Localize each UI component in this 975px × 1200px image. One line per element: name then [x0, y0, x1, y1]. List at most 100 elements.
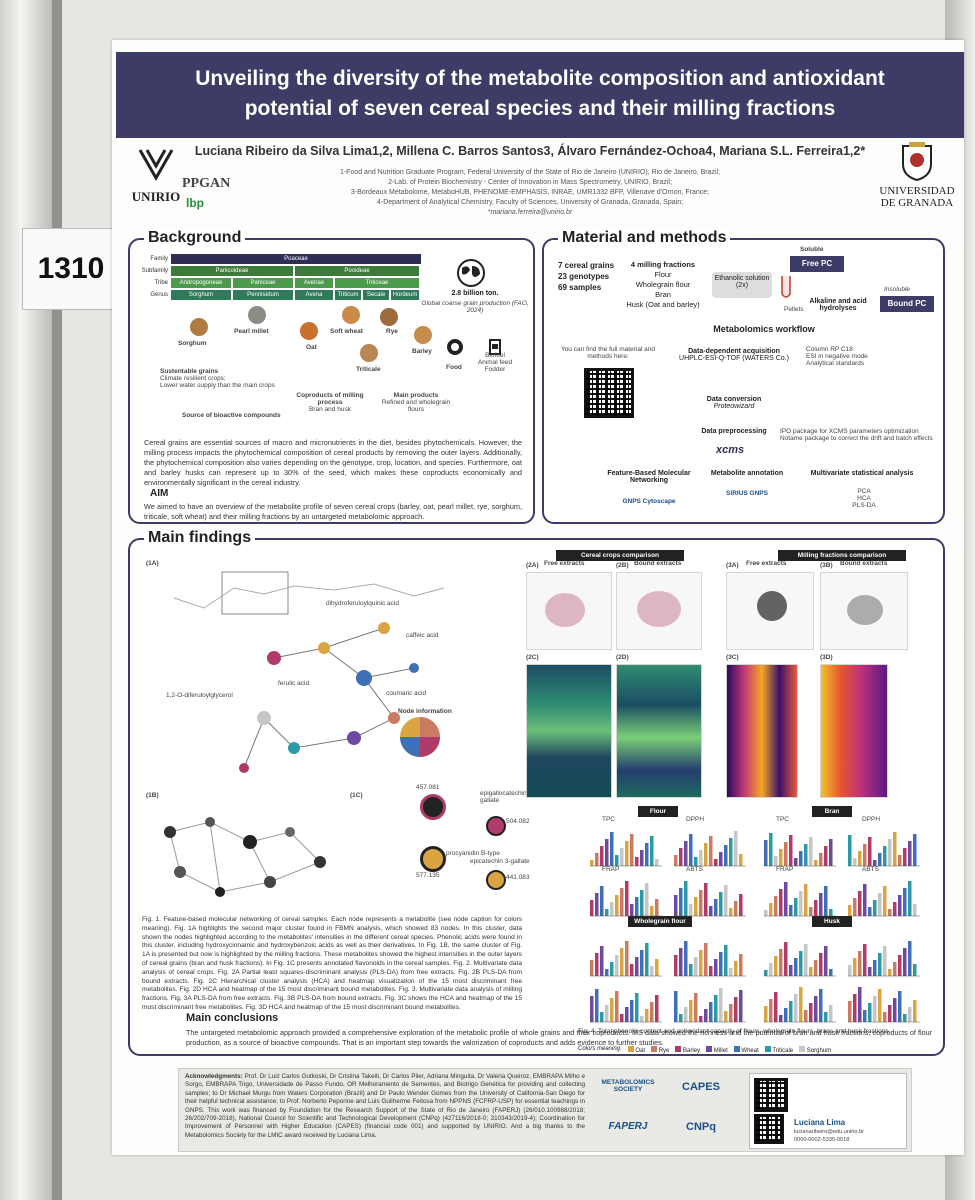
use-others: Biofuel Animal feed Fodder	[470, 352, 520, 373]
pellets-label: Pellets	[784, 306, 804, 313]
fig4-bar	[853, 994, 857, 1022]
tax-genus: Triticum	[335, 290, 361, 300]
compound-1c: epigallocatechin 3-gallate	[480, 790, 535, 804]
coproducts-title: Coproducts of milling process	[296, 392, 364, 406]
fig4-bar	[615, 895, 619, 916]
conversion-step: Data conversion Proteowizard	[684, 396, 784, 410]
milling-comparison-header: Milling fractions comparison	[778, 550, 906, 561]
fig4-bar	[908, 1007, 912, 1022]
legend-item: Millet	[706, 1046, 728, 1054]
fig4-bar	[898, 855, 902, 866]
panel-2a: (2A)	[526, 562, 539, 569]
fig4-bar	[640, 850, 644, 866]
fig4-bar	[883, 886, 887, 916]
acknowledgments-body: Prof. Dr Luiz Carlos Gutkoski, Dr Cristi…	[185, 1073, 585, 1139]
fig4-bar	[630, 1000, 634, 1022]
fig4-bar	[630, 904, 634, 916]
fig4-bar	[819, 853, 823, 866]
plsda-plot-3b	[820, 572, 908, 650]
aim-text: We aimed to have an overview of the meta…	[144, 502, 522, 521]
fig4-bar	[779, 1015, 783, 1022]
fig4-bar	[714, 959, 718, 976]
legend-item: Rye	[651, 1046, 669, 1054]
tax-tribe: Paniceae	[233, 278, 293, 288]
acknowledgments-section: Acknowledgments: Prof. Dr Luiz Carlos Gu…	[178, 1068, 912, 1152]
fig4-bar	[724, 1011, 728, 1022]
tax-label: Tribe	[154, 280, 168, 286]
fig4-bar	[620, 888, 624, 916]
fig4-bar	[605, 969, 609, 976]
ugr-line-2: DE GRANADA	[880, 197, 954, 209]
cereal-comparison-header: Cereal crops comparison	[556, 550, 684, 561]
fig4-bar	[689, 1000, 693, 1022]
panel-2d: (2D)	[616, 654, 629, 661]
fig4-bar	[689, 834, 693, 866]
plsda-plot-2a	[526, 572, 612, 650]
dda-checks: Column RP C18 ESI in negative mode Analy…	[806, 346, 926, 367]
fig4-bar	[883, 1012, 887, 1022]
fig4-bar	[784, 942, 788, 976]
fraction-husk: Husk (Oat and barley)	[626, 300, 700, 309]
legend-item: Sorghum	[799, 1046, 831, 1054]
fig4-bar	[719, 988, 723, 1022]
fig4-bar	[590, 860, 594, 866]
flavonoid-node	[420, 846, 446, 872]
affiliation-2: 2-Lab. of Protein Biochemistry - Center …	[388, 179, 672, 186]
fig4-bar	[829, 839, 833, 866]
authors: Luciana Ribeiro da Silva Lima1,2, Millen…	[194, 144, 866, 158]
use-food: Food	[446, 364, 462, 371]
tax-tribe: Triticeae	[335, 278, 419, 288]
contact-qr-code[interactable]	[754, 1114, 784, 1144]
grain-label-triticale: Triticale	[356, 366, 381, 373]
fig4-bar	[784, 1008, 788, 1022]
contact-email-link[interactable]: lucianaribeiro@edu.unirio.br	[794, 1129, 865, 1135]
fig4-bar	[615, 991, 619, 1022]
tax-genus: Pennisetum	[233, 290, 293, 300]
fig4-bar	[674, 991, 678, 1022]
fig4-bar	[625, 941, 629, 976]
fig4-bar	[903, 948, 907, 976]
methods-qr-code[interactable]	[584, 368, 634, 418]
fig4-bar	[650, 836, 654, 866]
sustainable-text-1: Climate resilient crops;	[160, 375, 226, 382]
fig4-bar	[699, 950, 703, 976]
tax-tribe: Andropogoneae	[171, 278, 231, 288]
legend-item: Oat	[627, 1046, 645, 1054]
tax-label: Genus	[150, 292, 168, 298]
fig4-bar	[794, 898, 798, 916]
fig4-bar	[655, 959, 659, 976]
biofuel-icon	[489, 339, 501, 355]
fig4-bar	[873, 996, 877, 1022]
fig4-bar	[814, 960, 818, 976]
fig4-bar	[630, 834, 634, 866]
fig4-bar	[888, 839, 892, 866]
fig4-bar	[853, 858, 857, 866]
compound-label: dihydroferuloylquinic acid	[326, 600, 399, 607]
fig4-bar	[610, 998, 614, 1022]
paper-qr-code[interactable]	[754, 1078, 788, 1112]
aim-heading: AIM	[150, 488, 169, 499]
contact-orcid[interactable]: 0000-0002-5335-0018	[794, 1137, 850, 1143]
sorghum-grain-icon	[190, 318, 208, 336]
fig4-bar	[868, 907, 872, 916]
fig4-legend: Colors meaning: Oat Rye Barley Millet Wh…	[578, 1046, 924, 1054]
grain-label-barley: Barley	[412, 348, 432, 355]
fig4-bar	[590, 900, 594, 916]
fig4-bar	[903, 888, 907, 916]
legend-item: Wheat	[733, 1046, 759, 1054]
fig4-bar	[819, 953, 823, 976]
fig4-bar	[883, 846, 887, 866]
fig4-bar	[814, 996, 818, 1022]
panel-3b: (3B)	[820, 562, 833, 569]
rye-grain-icon	[380, 308, 398, 326]
bound-pc-box: Bound PC	[880, 296, 934, 312]
fig4-bar	[709, 966, 713, 976]
fig4-bar	[848, 1001, 852, 1022]
fig4-bar	[610, 962, 614, 976]
fig4-bar	[794, 994, 798, 1022]
conversion-tool: Proteowizard	[713, 403, 755, 410]
contact-name: Luciana Lima	[794, 1118, 846, 1127]
board-rail	[52, 0, 62, 1200]
methods-section: Material and methods 7 cereal grains 23 …	[542, 229, 945, 524]
fig4-bar	[625, 841, 629, 866]
